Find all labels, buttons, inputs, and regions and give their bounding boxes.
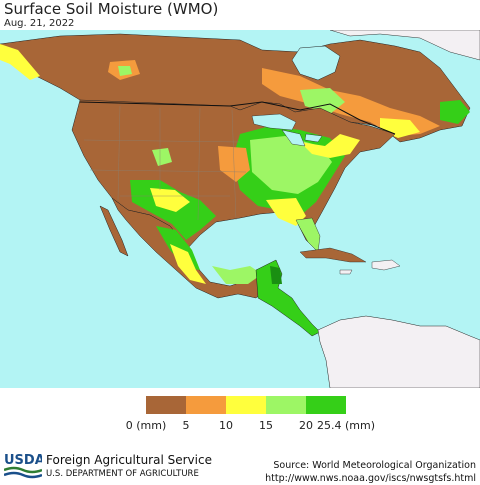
legend-tick-label: 0 (mm) [126, 419, 167, 432]
department-name: U.S. DEPARTMENT OF AGRICULTURE [46, 469, 199, 479]
usa-colorado-green [152, 148, 172, 166]
legend-tick-label: 25.4 (mm) [317, 419, 375, 432]
map-date: Aug. 21, 2022 [4, 18, 75, 29]
legend-tick-label: 10 [219, 419, 233, 432]
alaska-panhandle [0, 44, 40, 80]
usa-east-yellow [300, 134, 360, 158]
usa-southern-plains-yellow [150, 188, 190, 212]
svg-text:USDA: USDA [4, 453, 42, 468]
source-url: http://www.nws.noaa.gov/iscs/nwsgtsfs.ht… [265, 473, 476, 484]
source-line: Source: World Meteorological Organizatio… [273, 460, 476, 471]
legend-scale: 0 (mm) 5 10 15 20 25.4 (mm) [126, 396, 375, 432]
agency-name: Foreign Agricultural Service [46, 453, 212, 467]
cuba [299, 247, 367, 263]
legend-swatch [306, 396, 346, 414]
great-lakes [251, 113, 323, 147]
canada-green-west [118, 66, 132, 76]
hudson-bay [291, 45, 341, 81]
usa-southeast-yellow [266, 198, 306, 226]
jamaica [339, 269, 353, 275]
legend-tick-label: 15 [259, 419, 273, 432]
footer-branding: USDA Foreign Agricultural Service U.S. D… [2, 448, 232, 484]
baja-california [99, 205, 129, 257]
legend-swatch [186, 396, 226, 414]
legend-swatch [266, 396, 306, 414]
mexico-yellow [170, 244, 206, 284]
legend: 0 (mm) 5 10 15 20 25.4 (mm) [0, 394, 480, 434]
mexico-lightgreen [212, 266, 262, 284]
soil-moisture-map [0, 30, 480, 388]
footer-source: Source: World Meteorological Organizatio… [265, 459, 476, 485]
canada-wet-east [262, 68, 440, 136]
state-lines [83, 105, 247, 221]
us-canada-border [79, 101, 396, 135]
legend-tick-label: 20 [299, 419, 313, 432]
hispaniola [371, 259, 401, 271]
legend-tick-label: 5 [183, 419, 190, 432]
greenland-nodata [329, 30, 480, 61]
central-america-dark [270, 266, 282, 284]
legend-swatch [226, 396, 266, 414]
south-america-nodata [317, 315, 480, 388]
usda-logo: USDA [4, 453, 42, 479]
map-title: Surface Soil Moisture (WMO) [4, 0, 219, 18]
canada-wet-maritime [440, 100, 470, 124]
legend-swatch [146, 396, 186, 414]
